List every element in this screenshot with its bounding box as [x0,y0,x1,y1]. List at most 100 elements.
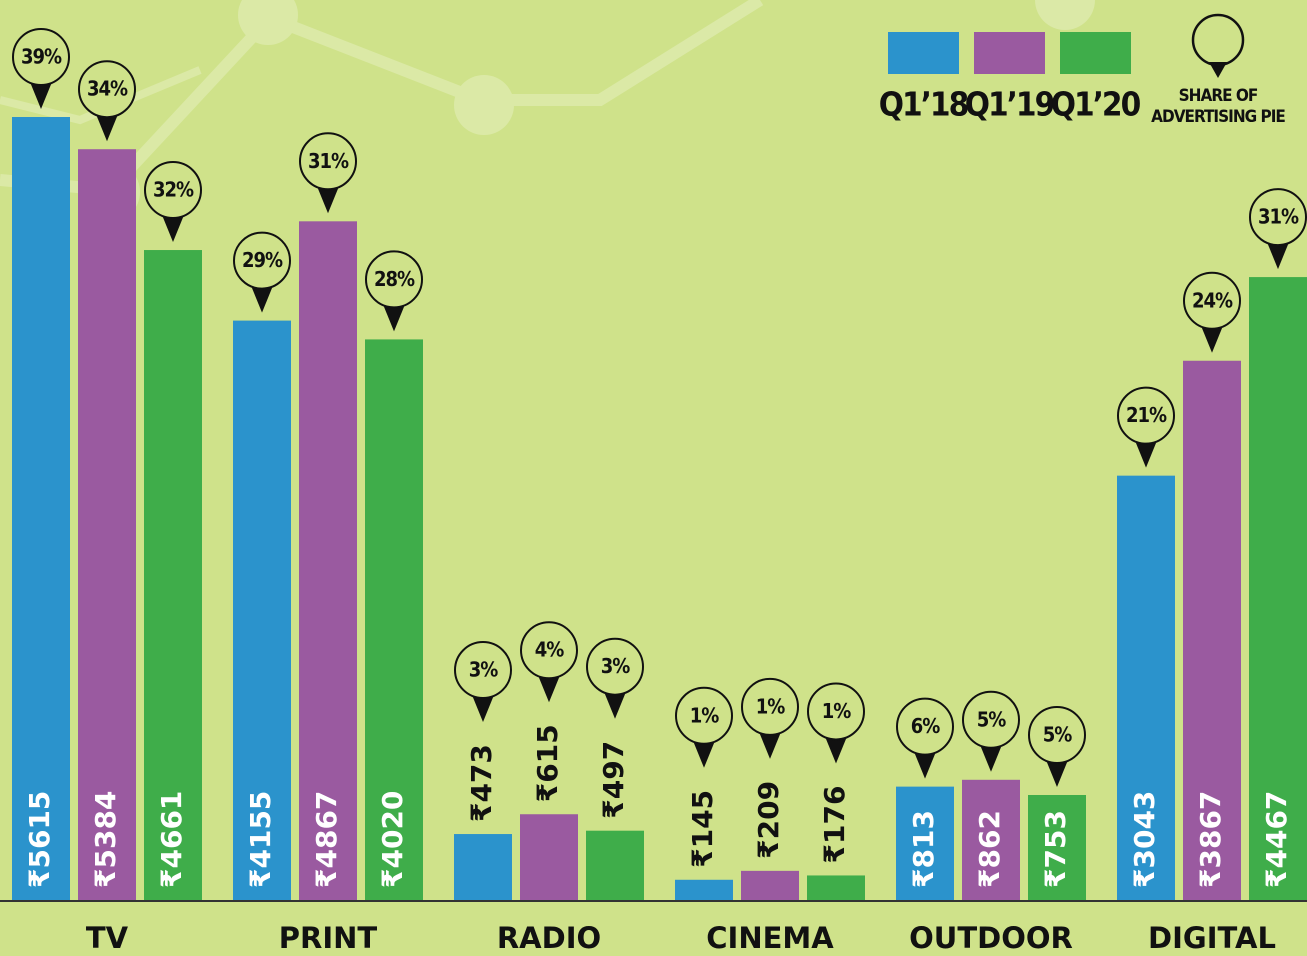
share-label: 31% [308,149,349,173]
share-pin-circle [896,697,954,756]
share-label: 1% [690,703,720,727]
share-pin [251,285,273,313]
value-label: ₹862 [973,810,1006,888]
bar [586,830,644,900]
legend-pin-circle [1191,13,1245,67]
bar [78,149,136,900]
bar [807,875,865,900]
share-pin [914,751,936,779]
share-pin-circle [1117,386,1175,445]
category-label: DIGITAL [1148,921,1276,955]
share-pin-circle [454,641,512,700]
share-pin-circle [233,231,291,290]
bar [233,320,291,900]
value-label: ₹753 [1039,810,1072,888]
bar [896,786,954,900]
legend-note: ADVERTISING PIE [1151,107,1285,127]
share-pin [472,695,494,723]
bar [299,221,357,901]
share-pin [317,186,339,214]
value-label: ₹4467 [1260,791,1293,888]
share-label: 34% [87,77,128,101]
share-pin-circle [365,250,423,309]
value-label: ₹4020 [376,791,409,888]
share-pin [1201,325,1223,353]
value-label: ₹615 [531,724,564,802]
value-label: ₹5384 [89,791,122,888]
share-pin [604,691,626,719]
share-label: 24% [1192,288,1233,312]
value-label: ₹4661 [155,791,188,888]
share-pin [825,736,847,764]
share-pin [1046,759,1068,787]
bar [365,339,423,900]
category-label: CINEMA [706,921,834,955]
bar [1117,475,1175,900]
value-label: ₹209 [752,781,785,859]
legend-label: Q1’18 [879,85,968,124]
legend-label: Q1’19 [965,85,1054,124]
share-pin [759,731,781,759]
share-label: 3% [601,654,631,678]
share-pin [30,82,52,109]
value-label: ₹813 [907,810,940,888]
bar [520,814,578,900]
value-label: ₹4155 [244,791,277,888]
value-label: ₹4867 [310,791,343,888]
bar [675,879,733,900]
bar [1028,794,1086,900]
share-pin [162,215,184,243]
share-label: 6% [911,714,941,738]
category-label: TV [86,921,129,955]
share-pin-circle [1183,271,1241,330]
share-pin-circle [675,686,733,745]
share-label: 31% [1258,205,1299,229]
category-label: OUTDOOR [909,921,1073,955]
share-pin-circle [78,60,136,119]
share-pin-circle [12,28,70,86]
value-label: ₹473 [465,744,498,822]
share-label: 32% [153,178,194,202]
value-label: ₹3043 [1128,791,1161,888]
share-pin-circle [586,637,644,696]
legend-label: Q1’20 [1051,85,1141,124]
legend-swatch [888,32,959,74]
share-label: 4% [535,638,565,662]
value-label: ₹3867 [1194,791,1227,888]
share-pin-circle [741,677,799,736]
legend-pin [1209,62,1227,78]
share-pin-circle [962,690,1020,749]
share-pin-circle [144,161,202,220]
share-pin-circle [520,621,578,680]
value-label: ₹145 [686,790,719,868]
share-label: 28% [374,267,415,291]
value-label: ₹5615 [23,791,56,888]
legend-swatch [1060,32,1131,74]
share-pin [1267,242,1289,270]
share-pin [538,675,560,703]
share-label: 1% [822,699,852,723]
category-label: RADIO [497,921,601,955]
share-pin [1135,440,1157,468]
share-pin-circle [299,132,357,191]
value-label: ₹176 [818,786,851,864]
share-pin [383,304,405,332]
bar [741,870,799,900]
share-pin-circle [807,682,865,741]
bar [1183,360,1241,900]
share-pin [96,114,118,142]
bar [962,779,1020,900]
share-pin [693,740,715,768]
share-label: 1% [756,694,786,718]
share-pin [980,744,1002,772]
share-label: 5% [977,707,1007,731]
bar [144,250,202,900]
share-label: 21% [1126,403,1167,427]
legend-note: SHARE OF [1179,86,1258,106]
share-label: 5% [1043,722,1073,746]
value-label: ₹497 [597,741,630,819]
bar [1249,277,1307,901]
legend-swatch [974,32,1045,74]
bar [12,117,70,900]
